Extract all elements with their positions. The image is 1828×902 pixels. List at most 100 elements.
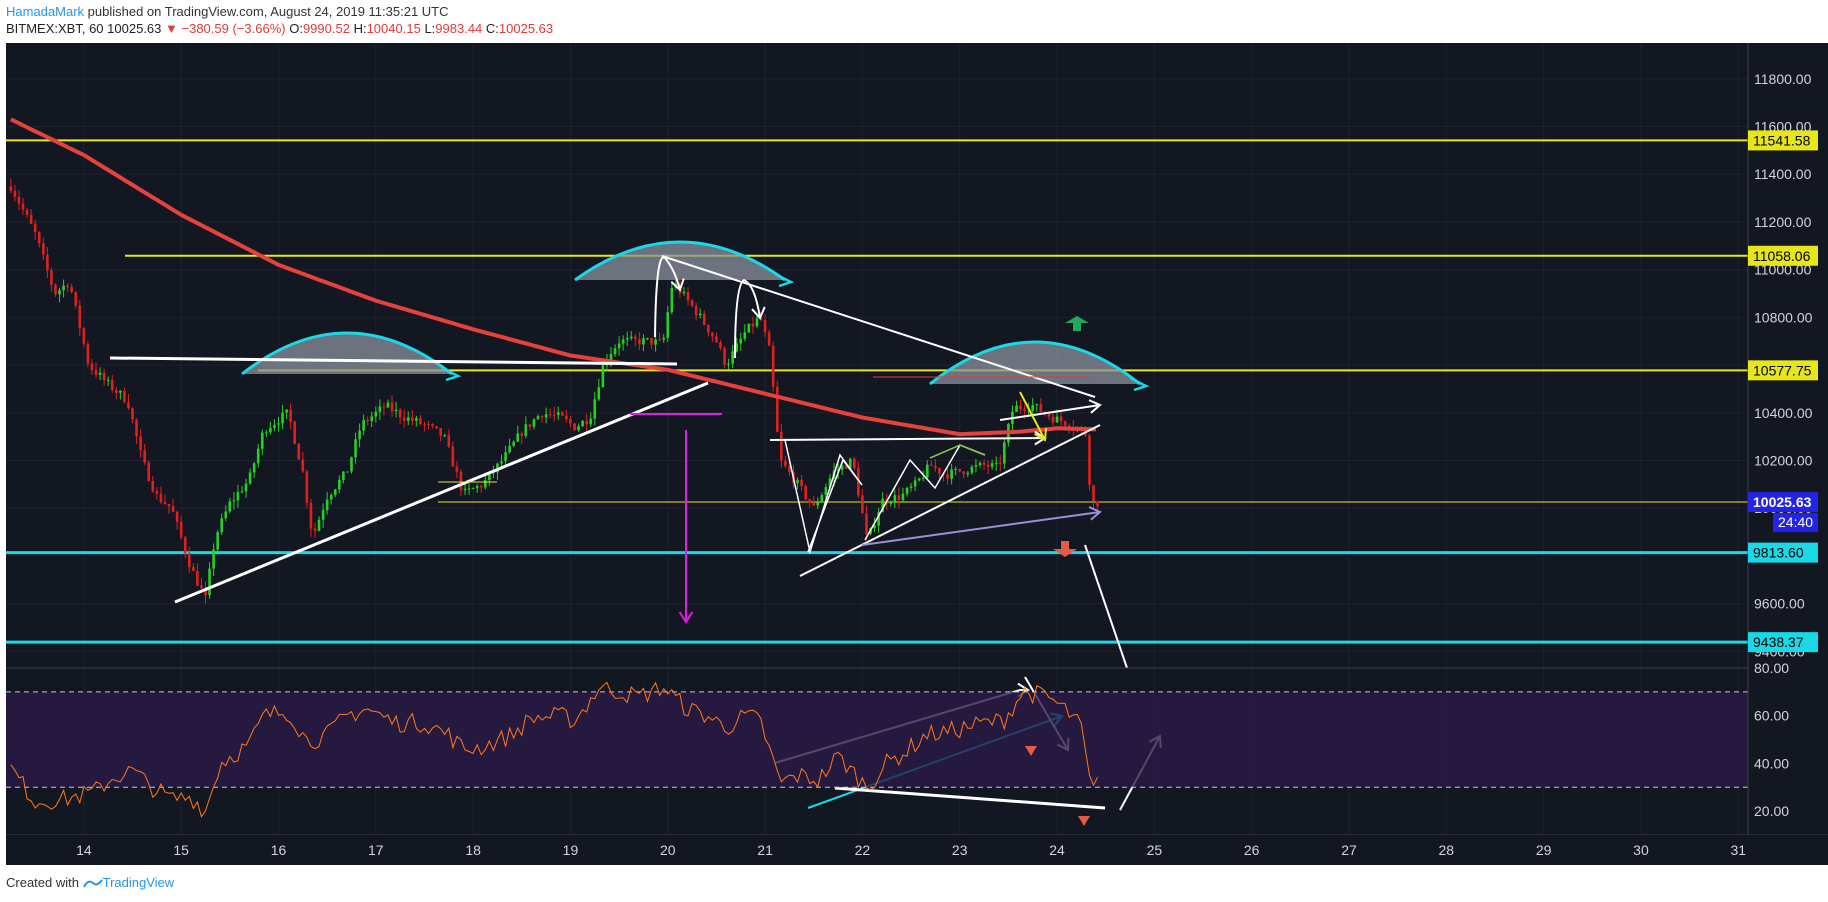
candle-body [50, 270, 53, 285]
candle-body [954, 468, 957, 470]
candle-body [723, 347, 726, 365]
candle-body [236, 492, 240, 501]
candle-body [702, 313, 706, 325]
candle-body [248, 472, 252, 484]
open-value: 9990.52 [302, 21, 350, 36]
candle-body [735, 343, 738, 352]
candle-body [893, 495, 897, 503]
candle-body [780, 431, 783, 461]
candle-body [13, 190, 17, 197]
author-link[interactable]: HamadaMark [6, 4, 85, 19]
moving-average [10, 117, 1097, 437]
candle-body [163, 502, 167, 505]
candle-body [90, 363, 94, 370]
candle-body [540, 416, 544, 418]
peak-curve-head [670, 278, 685, 292]
candle-body [106, 379, 110, 381]
candle-body [556, 412, 560, 415]
rsi-tick-label: 60.00 [1754, 708, 1789, 724]
time-tick-label: 25 [1147, 842, 1163, 858]
candle-body [475, 486, 479, 489]
candle-body [873, 525, 876, 529]
down-arrow-icon [1053, 541, 1077, 557]
candle-body [37, 232, 41, 244]
rsi-line [10, 681, 1099, 818]
ohlc-legend: BITMEX:XBT, 60 10025.63 ▼ −380.59 (−3.66… [6, 21, 553, 36]
level-label-box [1748, 542, 1818, 563]
candle-body [135, 419, 138, 437]
candle-body [994, 462, 998, 464]
candle-body [666, 312, 670, 338]
candle-body [350, 457, 353, 472]
candle-body [167, 504, 171, 507]
candle-body [147, 462, 151, 482]
candle-body [634, 336, 637, 340]
candle-body [1019, 405, 1022, 410]
candle-body [398, 409, 402, 418]
candle-body [909, 486, 913, 488]
candle-body [1096, 501, 1099, 507]
candle-body [200, 585, 203, 589]
time-tick-label: 21 [757, 842, 773, 858]
time-tick-label: 22 [855, 842, 871, 858]
candle-body [183, 537, 187, 554]
candle-body [589, 418, 593, 425]
candle-body [333, 489, 337, 495]
time-axis-background [6, 835, 1828, 865]
candle-body [921, 477, 925, 479]
candle-body [905, 487, 909, 494]
candle-body [431, 424, 434, 427]
candle-body [342, 471, 345, 480]
candle-body [504, 452, 507, 462]
candle-body [552, 414, 556, 416]
candle-body [1092, 485, 1095, 502]
candle-body [719, 342, 722, 348]
candle-body [94, 369, 98, 375]
time-tick-label: 27 [1341, 842, 1357, 858]
time-tick-label: 16 [271, 842, 287, 858]
rounded-top-outline [929, 340, 1141, 386]
high-value: 10040.15 [366, 21, 421, 36]
candle-body [21, 203, 25, 210]
candle-body [658, 339, 661, 341]
candle-body [402, 417, 406, 421]
candle-body [151, 481, 155, 492]
candle-body [98, 372, 102, 375]
candle-body [42, 243, 45, 255]
candle-body [415, 418, 418, 421]
time-tick-label: 31 [1730, 842, 1746, 858]
candle-body [751, 323, 755, 327]
candle-body [216, 532, 219, 550]
candle-body [731, 351, 734, 364]
candle-body [459, 471, 463, 491]
candle-body [690, 300, 694, 306]
candle-body [17, 196, 21, 204]
candle-body [998, 462, 1002, 464]
time-tick-label: 20 [660, 842, 676, 858]
candle-body [852, 458, 856, 468]
candle-body [966, 472, 970, 475]
candle-body [9, 186, 13, 191]
candle-body [512, 441, 515, 446]
candle-body [796, 479, 799, 484]
candle-body [435, 426, 438, 429]
candle-body [192, 567, 195, 571]
candle-body [321, 510, 325, 520]
candle-body [29, 214, 33, 224]
green-zigzag [929, 444, 986, 459]
tradingview-brand[interactable]: TradingView [102, 875, 175, 890]
candle-body [593, 399, 597, 419]
candle-body [930, 464, 933, 466]
tradingview-logo-icon [82, 876, 103, 888]
candle-body [143, 450, 146, 463]
candle-body [479, 486, 483, 488]
peak-curve [734, 278, 761, 359]
candle-body [1088, 435, 1091, 486]
rounded-top-arrowhead [1129, 376, 1150, 392]
rsi-panel [6, 667, 1748, 826]
candle-body [240, 491, 244, 493]
candle-body [767, 332, 771, 346]
publication-line: HamadaMark published on TradingView.com,… [6, 4, 449, 19]
candle-body [204, 588, 207, 596]
